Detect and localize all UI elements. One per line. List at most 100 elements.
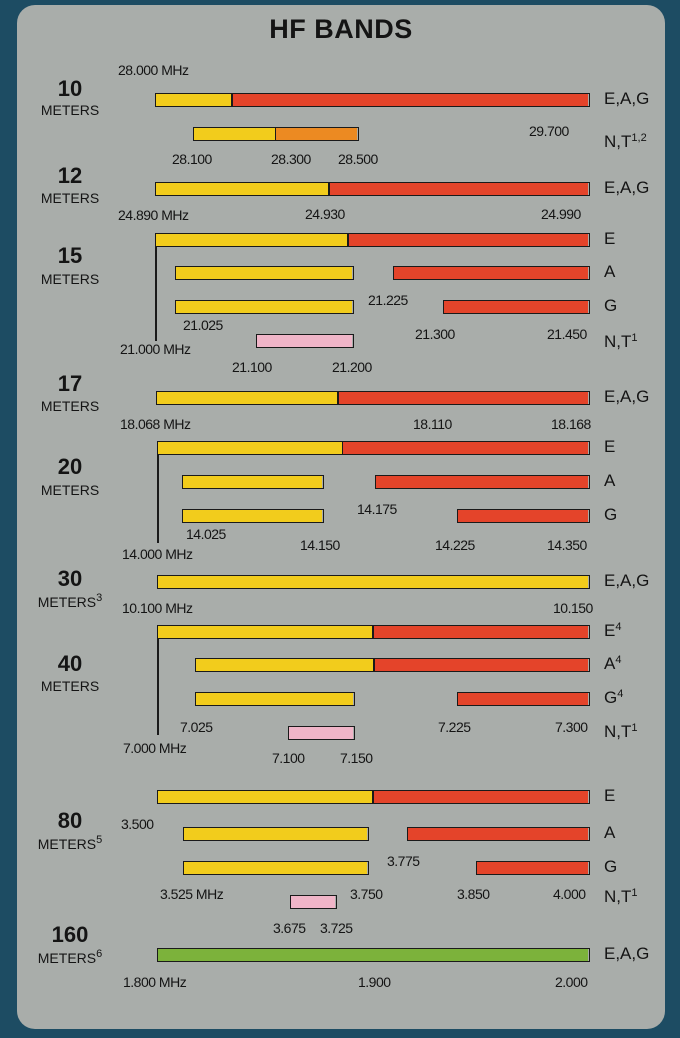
band-unit-label-15m: METERS bbox=[22, 271, 118, 287]
frequency-label: 28.500 bbox=[338, 151, 378, 167]
band-number-10m: 10 bbox=[57, 76, 83, 101]
band-bar-40m bbox=[195, 692, 355, 706]
band-bar-20m bbox=[182, 509, 324, 523]
segment-red bbox=[328, 183, 588, 195]
license-class-text: G bbox=[604, 505, 618, 524]
license-class-text: E bbox=[604, 437, 616, 456]
segment-red bbox=[458, 693, 588, 705]
license-class-text: N,T bbox=[604, 887, 632, 906]
band-number-30m: 30 bbox=[57, 566, 83, 591]
segment-red bbox=[373, 791, 588, 803]
segment-divider bbox=[372, 791, 374, 803]
band-bar-160m bbox=[157, 948, 590, 962]
band-bar-80m bbox=[183, 827, 369, 841]
band-number-80m: 80 bbox=[57, 808, 83, 833]
frequency-label: 1.800 MHz bbox=[123, 974, 187, 990]
license-class-text: A bbox=[604, 262, 616, 281]
frequency-label: 18.068 MHz bbox=[120, 416, 191, 432]
license-class-80m: E bbox=[604, 786, 615, 806]
segment-red bbox=[373, 626, 588, 638]
frequency-label: 18.110 bbox=[413, 416, 452, 432]
band-bar-15m bbox=[175, 300, 354, 314]
band-bar-40m bbox=[157, 625, 590, 639]
band-bar-12m bbox=[155, 182, 590, 196]
frequency-label: 24.890 MHz bbox=[118, 207, 189, 223]
band-number-15m: 15 bbox=[57, 243, 83, 268]
band-bar-80m bbox=[183, 861, 369, 875]
frequency-label: 7.025 bbox=[180, 719, 213, 735]
license-class-text: A bbox=[604, 471, 616, 490]
footnote-mark: 5 bbox=[96, 834, 103, 846]
segment-yellow bbox=[156, 234, 348, 246]
frequency-label: 7.150 bbox=[340, 750, 373, 766]
footnote-mark: 6 bbox=[96, 948, 103, 960]
segment-yellow bbox=[158, 626, 373, 638]
frequency-label: 3.775 bbox=[387, 853, 420, 869]
frequency-label: 28.000 MHz bbox=[118, 62, 189, 78]
segment-red bbox=[458, 510, 588, 522]
frequency-label: 3.850 bbox=[457, 886, 490, 902]
license-class-80m: A bbox=[604, 823, 615, 843]
segment-red bbox=[348, 234, 588, 246]
band-unit-label-12m: METERS bbox=[22, 190, 118, 206]
band-unit-label-160m: METERS6 bbox=[22, 948, 118, 967]
license-class-17m: E,A,G bbox=[604, 387, 649, 407]
band-number-12m: 12 bbox=[57, 163, 83, 188]
frequency-label: 29.700 bbox=[529, 123, 569, 139]
footnote-mark: 3 bbox=[96, 592, 103, 604]
frequency-label: 21.100 bbox=[232, 359, 272, 375]
segment-red bbox=[342, 442, 588, 454]
band-bar-10m bbox=[193, 127, 359, 141]
band-unit-label-17m: METERS bbox=[22, 398, 118, 414]
band-bar-40m bbox=[195, 658, 590, 672]
segment-red bbox=[374, 659, 588, 671]
footnote-mark: 1 bbox=[631, 887, 638, 899]
band-bar-40m bbox=[288, 726, 355, 740]
frequency-label: 3.500 bbox=[121, 816, 154, 832]
license-class-15m: G bbox=[604, 296, 617, 316]
license-class-text: E bbox=[604, 229, 616, 248]
band-unit-text: METERS bbox=[37, 950, 97, 966]
frequency-label: 1.900 bbox=[358, 974, 391, 990]
segment-red bbox=[232, 94, 588, 106]
frequency-label: 3.750 bbox=[350, 886, 383, 902]
band-bar-80m bbox=[157, 790, 590, 804]
segment-divider bbox=[347, 234, 349, 246]
band-unit-label-40m: METERS bbox=[22, 678, 118, 694]
band-unit-text: METERS bbox=[40, 482, 100, 498]
segment-red bbox=[376, 476, 588, 488]
frequency-label: 21.450 bbox=[547, 326, 587, 342]
segment-divider bbox=[337, 392, 339, 404]
band-number-40m: 40 bbox=[57, 651, 83, 676]
band-bar-10m bbox=[155, 93, 590, 107]
footnote-mark: 1 bbox=[631, 332, 638, 344]
license-class-40m: E4 bbox=[604, 621, 621, 641]
license-class-text: E,A,G bbox=[604, 387, 650, 406]
segment-yellow bbox=[184, 862, 367, 874]
bracket-line-20m bbox=[157, 448, 159, 543]
band-bar-20m bbox=[182, 475, 324, 489]
segment-divider bbox=[231, 94, 233, 106]
band-bar-20m bbox=[457, 509, 590, 523]
frequency-label: 18.168 bbox=[551, 416, 591, 432]
segment-yellow bbox=[184, 828, 367, 840]
license-class-40m: G4 bbox=[604, 688, 623, 708]
band-unit-text: METERS bbox=[37, 836, 97, 852]
segment-yellow bbox=[196, 659, 375, 671]
segment-red bbox=[444, 301, 588, 313]
segment-red bbox=[408, 828, 588, 840]
band-bar-15m bbox=[443, 300, 590, 314]
segment-divider bbox=[341, 442, 344, 454]
band-unit-text: METERS bbox=[40, 271, 100, 287]
license-class-text: G bbox=[604, 688, 618, 707]
segment-yellow bbox=[196, 693, 353, 705]
band-bar-80m bbox=[290, 895, 337, 909]
band-bar-15m bbox=[175, 266, 354, 280]
frequency-label: 14.175 bbox=[357, 501, 397, 517]
segment-yellow bbox=[156, 94, 233, 106]
license-class-12m: E,A,G bbox=[604, 178, 649, 198]
license-class-text: A bbox=[604, 654, 616, 673]
segment-yellow bbox=[158, 442, 343, 454]
segment-yellow bbox=[158, 791, 373, 803]
frequency-label: 10.150 bbox=[553, 600, 593, 616]
